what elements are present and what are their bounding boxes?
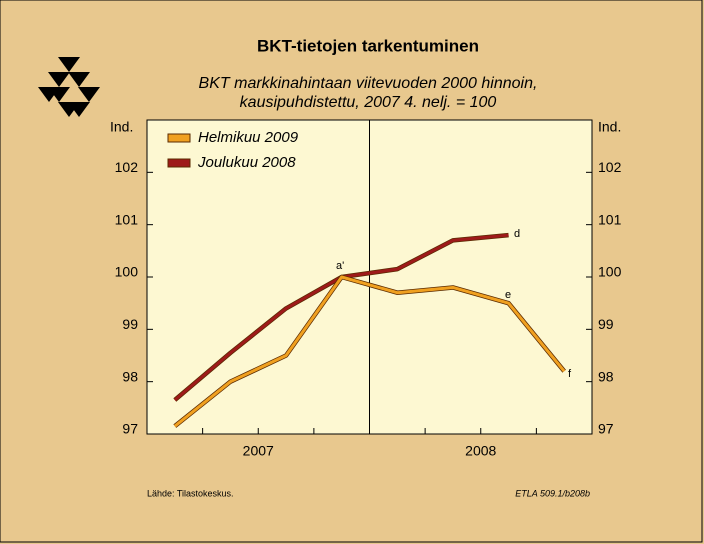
source: Lähde: Tilastokeskus.: [147, 488, 234, 498]
x-group-label: 2008: [465, 443, 496, 459]
series-line: [173, 275, 566, 428]
legend-label: Joulukuu 2008: [197, 154, 296, 171]
annotation: a': [336, 260, 344, 272]
y-tick-label: 99: [122, 316, 138, 332]
y2-axis-label: Ind.: [598, 119, 621, 135]
legend-swatch: [167, 133, 191, 143]
y2-tick-label: 100: [598, 264, 622, 280]
annotation: e: [505, 289, 511, 301]
y-axis-label: Ind.: [110, 119, 133, 135]
subtitle: BKT markkinahintaan viitevuoden 2000 hin…: [199, 75, 538, 92]
legend-swatch: [167, 158, 191, 168]
y-tick-label: 100: [115, 264, 139, 280]
y2-tick-label: 102: [598, 159, 622, 175]
y-tick-label: 101: [115, 211, 139, 227]
subtitle: kausipuhdistettu, 2007 4. nelj. = 100: [240, 94, 497, 111]
legend-label: Helmikuu 2009: [198, 129, 299, 146]
x-group-label: 2007: [243, 443, 274, 459]
code: ETLA 509.1/b208b: [515, 488, 590, 498]
y-tick-label: 98: [122, 368, 138, 384]
y2-tick-label: 98: [598, 368, 614, 384]
logo: [38, 57, 100, 117]
y-tick-label: 97: [122, 421, 138, 437]
chart-title: BKT-tietojen tarkentuminen: [257, 36, 479, 55]
annotation: f: [568, 368, 572, 380]
y2-tick-label: 97: [598, 421, 614, 437]
annotation: d: [514, 228, 520, 240]
y2-tick-label: 101: [598, 211, 622, 227]
y-tick-label: 102: [115, 159, 139, 175]
y2-tick-label: 99: [598, 316, 614, 332]
